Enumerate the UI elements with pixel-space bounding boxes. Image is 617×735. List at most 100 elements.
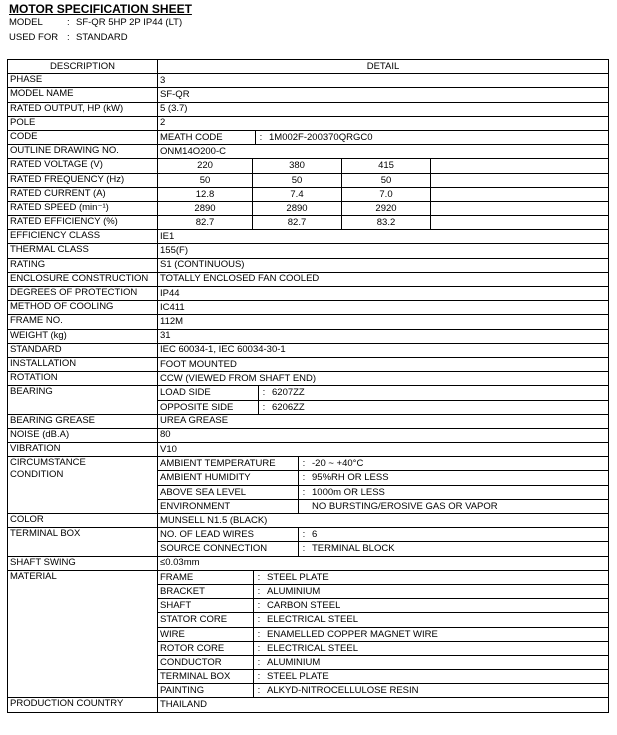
item-value: 6207ZZ: [272, 387, 305, 399]
item-value: ALUMINIUM: [267, 656, 321, 668]
detail-value: IEC 60034-1, IEC 60034-30-1: [160, 344, 286, 356]
item-key: FRAME: [159, 571, 254, 584]
item-value: ALKYD-NITROCELLULOSE RESIN: [267, 685, 419, 697]
value-group: 82.7 82.7 83.2: [159, 216, 608, 229]
row-detail: 3: [157, 73, 609, 89]
item-value: ALUMINIUM: [267, 585, 321, 597]
row-label: TERMINAL BOX: [7, 527, 158, 557]
row-detail: FRAME: STEEL PLATE: [157, 569, 609, 585]
row-label: ROTATION: [7, 371, 158, 387]
row-label: ENCLOSURE CONSTRUCTION: [7, 271, 158, 288]
document-title: MOTOR SPECIFICATION SHEET: [9, 2, 192, 16]
row-label: PRODUCTION COUNTRY: [7, 697, 158, 713]
table-row: TERMINAL BOX NO. OF LEAD WIRES:6: [7, 527, 609, 557]
table-row: BRACKET: ALUMINIUM: [8, 583, 609, 600]
table-row: BEARING LOAD SIDE:6207ZZ: [7, 385, 609, 415]
detail-value: 3: [160, 74, 166, 86]
row-detail: 31: [157, 328, 609, 344]
detail-value: MUNSELL N1.5 (BLACK): [160, 514, 268, 526]
row-label: NOISE (dB.A): [7, 427, 158, 444]
item-value: 1M002F-200370QRGC0: [269, 131, 373, 143]
table-row: THERMAL CLASS 155(F): [7, 243, 609, 259]
detail-value: 2890: [159, 202, 253, 215]
item-sep: :: [257, 614, 261, 626]
row-label: METHOD OF COOLING: [7, 300, 158, 316]
row-detail: SHAFT: CARBON STEEL: [157, 598, 609, 614]
table-row: STANDARD IEC 60034-1, IEC 60034-30-1: [7, 342, 609, 358]
row-detail: ENVIRONMENT NO BURSTING/EROSIVE GAS OR VA…: [157, 498, 609, 515]
table-row: RATED SPEED (min⁻¹) 2890 2890 2920: [7, 200, 609, 217]
item-value: STEEL PLATE: [267, 571, 329, 583]
table-row: SHAFT SWING ≤0.03mm: [7, 555, 609, 571]
row-label: VIBRATION: [7, 442, 158, 458]
detail-value: IE1: [160, 230, 175, 242]
row-detail: TERMINAL BOX: STEEL PLATE: [157, 669, 609, 685]
table-row: MODEL NAME SF-QR: [7, 87, 609, 103]
item-key: AMBIENT HUMIDITY: [159, 471, 299, 485]
item-key: CONDUCTOR: [159, 656, 254, 669]
field-value: STANDARD: [76, 32, 128, 43]
row-label: THERMAL CLASS: [7, 243, 158, 259]
item-key: AMBIENT TEMPERATURE: [159, 457, 299, 470]
field-sep: :: [67, 32, 70, 43]
detail-value: 31: [160, 330, 171, 342]
row-detail: CCW (VIEWED FROM SHAFT END): [157, 371, 609, 387]
detail-value: 2890: [253, 202, 342, 215]
sub-item: PAINTING: ALKYD-NITROCELLULOSE RESIN: [159, 684, 608, 697]
row-detail: 5 (3.7): [157, 101, 609, 117]
row-detail: IP44: [157, 285, 609, 302]
row-label: DEGREES OF PROTECTION: [7, 285, 158, 302]
item-value: CARBON STEEL: [267, 600, 341, 612]
item-sep: :: [262, 401, 266, 413]
label-line: CONDITION: [10, 469, 64, 481]
detail-value: IC411: [160, 301, 185, 313]
row-detail: IEC 60034-1, IEC 60034-30-1: [157, 342, 609, 358]
detail-value: CCW (VIEWED FROM SHAFT END): [160, 372, 317, 384]
table-row: WEIGHT (kg) 31: [7, 328, 609, 344]
item-key: STATOR CORE: [159, 613, 254, 626]
table-row: INSTALLATION FOOT MOUNTED: [7, 356, 609, 373]
row-detail: ABOVE SEA LEVEL:1000m OR LESS: [157, 484, 609, 500]
row-detail: ONM14O200-C: [157, 144, 609, 160]
detail-value: 2: [160, 117, 166, 129]
sub-item: AMBIENT TEMPERATURE: -20 ~ +40°C: [159, 457, 608, 470]
value-group: 12.8 7.4 7.0: [159, 188, 608, 201]
row-detail: SF-QR: [157, 87, 609, 103]
sub-item: STATOR CORE: ELECTRICAL STEEL: [159, 613, 608, 626]
detail-value: 50: [159, 174, 253, 187]
item-key: NO. OF LEAD WIRES: [159, 528, 299, 541]
detail-value: 82.7: [159, 216, 253, 229]
item-sep: :: [259, 131, 263, 143]
item-value: ENAMELLED COPPER MAGNET WIRE: [267, 628, 438, 640]
item-key: ABOVE SEA LEVEL: [159, 486, 299, 499]
item-sep: :: [302, 472, 306, 484]
row-detail: 220 380 415: [157, 158, 609, 174]
detail-value: SF-QR: [160, 88, 190, 100]
table-row: CODE MEATH CODE:1M002F-200370QRGC0: [7, 129, 609, 146]
row-detail: OPPOSITE SIDE:6206ZZ: [157, 399, 609, 415]
sub-item: MEATH CODE:1M002F-200370QRGC0: [159, 131, 608, 144]
item-key: BRACKET: [159, 585, 254, 598]
value-group: 2890 2890 2920: [159, 202, 608, 215]
row-detail: FOOT MOUNTED: [157, 356, 609, 373]
row-detail: PAINTING: ALKYD-NITROCELLULOSE RESIN: [157, 683, 609, 699]
column-header: DESCRIPTION: [7, 58, 158, 75]
sub-item: LOAD SIDE:6207ZZ: [159, 386, 608, 399]
table-row: RATED CURRENT (A) 12.8 7.4 7.0: [7, 186, 609, 202]
row-detail: MUNSELL N1.5 (BLACK): [157, 512, 609, 529]
item-value: STEEL PLATE: [267, 671, 329, 683]
item-value: -20 ~ +40°C: [312, 458, 364, 470]
detail-value: TOTALLY ENCLOSED FAN COOLED: [160, 273, 320, 285]
item-key: TERMINAL BOX: [159, 670, 254, 683]
item-value: TERMINAL BLOCK: [312, 543, 395, 555]
item-value: 6206ZZ: [272, 401, 305, 413]
header-row: DESCRIPTION DETAIL: [7, 58, 609, 75]
row-label: MATERIAL: [7, 569, 158, 699]
detail-value: ≤0.03mm: [160, 557, 200, 569]
table-row: PHASE 3: [7, 73, 609, 89]
table-row: PRODUCTION COUNTRY THAILAND: [7, 697, 609, 713]
row-detail: 112M: [157, 314, 609, 330]
detail-value: 220: [159, 159, 253, 172]
table-row: RATED FREQUENCY (Hz) 50 50 50: [7, 172, 609, 188]
sub-item: AMBIENT HUMIDITY:95%RH OR LESS: [159, 471, 608, 485]
